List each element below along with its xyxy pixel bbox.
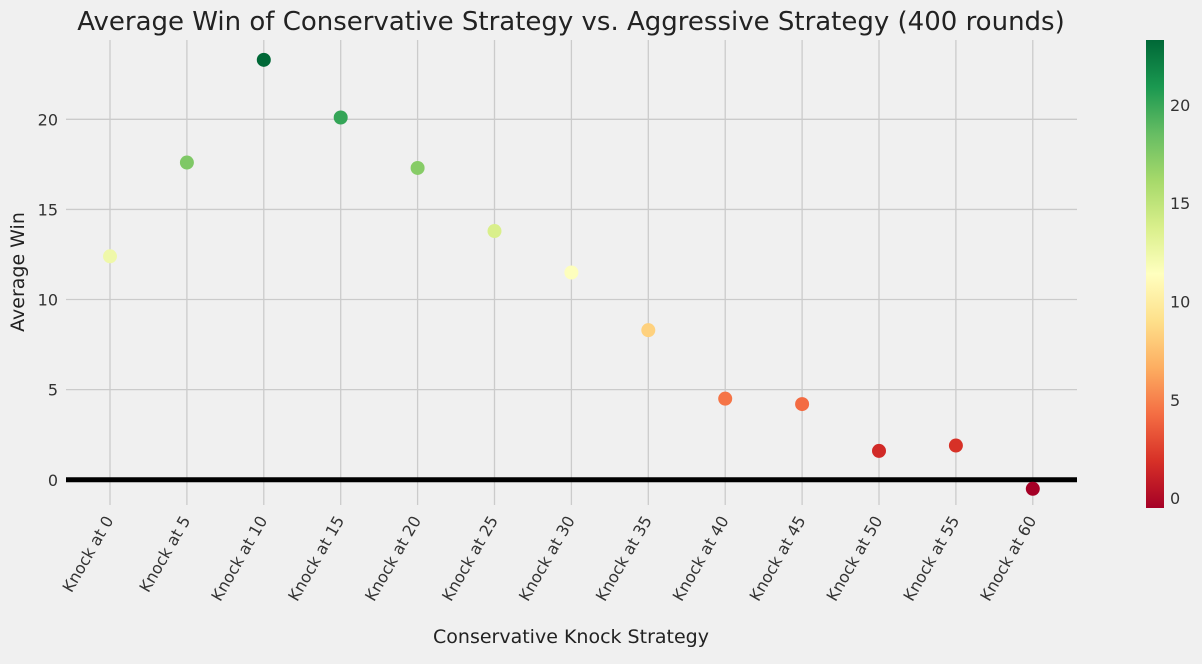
x-tick-label: Knock at 40 <box>669 513 733 605</box>
x-tick-label: Knock at 45 <box>746 513 810 605</box>
data-point <box>641 323 656 338</box>
y-tick-label: 20 <box>38 110 58 129</box>
data-point <box>333 110 348 125</box>
data-point <box>872 443 886 458</box>
colorbar-tick-label: 5 <box>1170 391 1180 410</box>
x-tick-label: Knock at 25 <box>438 513 502 605</box>
x-tick-label: Knock at 10 <box>207 513 271 605</box>
colorbar-tick-label: 15 <box>1170 194 1190 213</box>
x-tick-label: Knock at 30 <box>515 513 579 605</box>
colorbar <box>1146 40 1164 508</box>
data-points <box>103 52 1040 496</box>
data-point <box>718 391 733 406</box>
grid <box>66 40 1077 505</box>
colorbar-tick-label: 10 <box>1170 293 1190 312</box>
x-tick-label: Knock at 35 <box>592 513 656 605</box>
x-tick-label: Knock at 5 <box>135 513 194 596</box>
y-tick-label: 10 <box>38 291 58 310</box>
y-tick-label: 5 <box>48 381 58 400</box>
x-tick-label: Knock at 0 <box>59 513 118 596</box>
x-axis-label: Conservative Knock Strategy <box>433 626 709 648</box>
x-tick-label: Knock at 50 <box>822 513 886 605</box>
y-tick-label: 0 <box>48 471 58 490</box>
colorbar-tick-label: 20 <box>1170 96 1190 115</box>
data-point <box>795 397 810 412</box>
x-tick-labels: Knock at 0 Knock at 5 Knock at 10 Knock at … <box>59 513 1041 605</box>
data-point <box>948 438 963 453</box>
data-point <box>179 155 194 170</box>
x-tick-label: Knock at 60 <box>976 513 1040 605</box>
y-axis-label: Average Win <box>7 212 29 332</box>
data-point <box>1025 481 1040 496</box>
data-point <box>256 52 271 67</box>
colorbar-ticks: 0 5 10 15 20 <box>1170 96 1190 508</box>
chart-title: Average Win of Conservative Strategy vs.… <box>77 7 1065 37</box>
y-tick-label: 15 <box>38 200 58 219</box>
x-tick-label: Knock at 20 <box>361 513 425 605</box>
data-point <box>103 249 117 264</box>
data-point <box>410 160 425 175</box>
y-tick-labels: 0 5 10 15 20 <box>38 110 58 489</box>
x-tick-label: Knock at 55 <box>899 513 963 605</box>
x-tick-label: Knock at 15 <box>284 513 348 605</box>
data-point <box>487 224 502 239</box>
data-point <box>564 265 579 280</box>
colorbar-tick-label: 0 <box>1170 489 1180 508</box>
